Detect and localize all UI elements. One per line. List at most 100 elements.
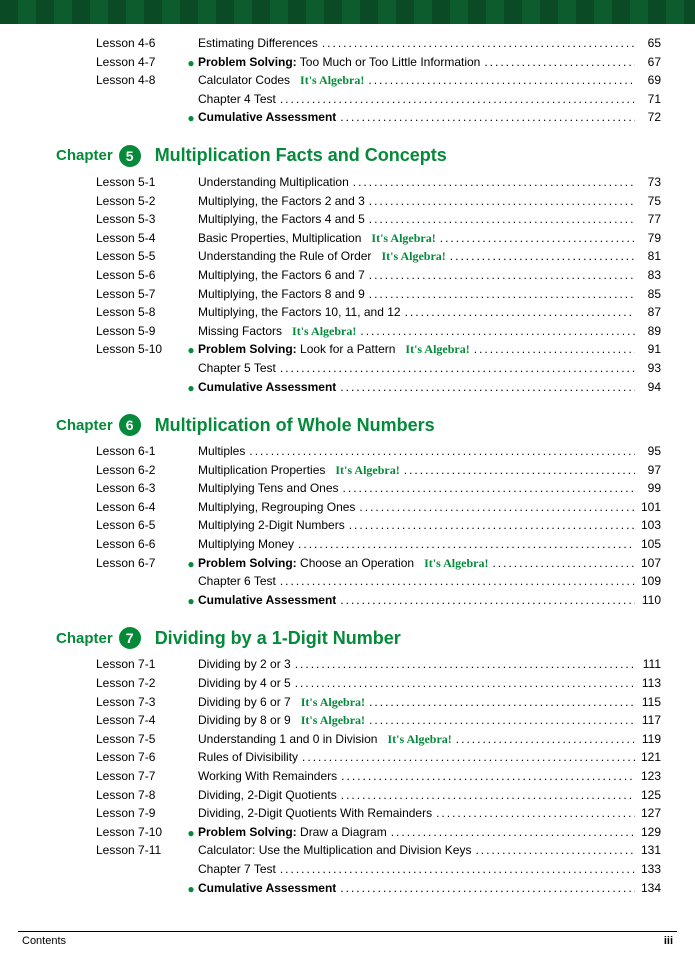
toc-row: Lesson 5-9Missing FactorsIt's Algebra!89 (34, 322, 661, 341)
entry-title: Multiplying Tens and Ones (198, 479, 339, 498)
chapter-section: Chapter 6 Multiplication of Whole Numbers L… (34, 414, 661, 609)
entry-title: Understanding the Rule of OrderIt's Alge… (198, 247, 446, 266)
algebra-tag: It's Algebra! (301, 713, 365, 727)
toc-row: ●Cumulative Assessment72 (34, 108, 661, 127)
page-number: 81 (635, 247, 661, 266)
chapter-number-badge: 6 (119, 414, 141, 436)
chapter-title: Dividing by a 1-Digit Number (155, 628, 401, 649)
page-number: 79 (635, 229, 661, 248)
leader-dots (365, 693, 635, 712)
page-number: 119 (635, 730, 661, 749)
lesson-label: Lesson 7-3 (34, 693, 184, 712)
lesson-label: Lesson 6-4 (34, 498, 184, 517)
page-number: 77 (635, 210, 661, 229)
toc-row: Lesson 7-4Dividing by 8 or 9It's Algebra… (34, 711, 661, 730)
leader-dots (365, 266, 635, 285)
lesson-label: Lesson 5-2 (34, 192, 184, 211)
toc-row: Lesson 5-10●Problem Solving: Look for a … (34, 340, 661, 359)
lesson-label: Lesson 7-6 (34, 748, 184, 767)
leader-dots (446, 247, 635, 266)
toc-row: Lesson 6-6Multiplying Money105 (34, 535, 661, 554)
bullet-icon: ● (184, 344, 198, 356)
leader-dots (345, 516, 635, 535)
entry-title: Multiplication PropertiesIt's Algebra! (198, 461, 400, 480)
chapter-4-continuation: Lesson 4-6Estimating Differences65Lesson… (34, 34, 661, 127)
chapter-heading: Chapter 6 Multiplication of Whole Numbers (56, 414, 661, 436)
leader-dots (276, 860, 635, 879)
page-number: 95 (635, 442, 661, 461)
lesson-label: Lesson 6-2 (34, 461, 184, 480)
entry-title: Calculator: Use the Multiplication and D… (198, 841, 471, 860)
page-number: 75 (635, 192, 661, 211)
chapter-word: Chapter (56, 630, 113, 647)
contents-page: Lesson 4-6Estimating Differences65Lesson… (0, 24, 695, 923)
lesson-label: Lesson 6-5 (34, 516, 184, 535)
entry-title: Dividing by 8 or 9It's Algebra! (198, 711, 365, 730)
algebra-tag: It's Algebra! (292, 324, 356, 338)
lesson-label: Lesson 5-5 (34, 247, 184, 266)
footer-page-number: iii (664, 935, 673, 947)
lesson-label: Lesson 7-2 (34, 674, 184, 693)
toc-row: Lesson 7-7Working With Remainders123 (34, 767, 661, 786)
toc-row: ●Cumulative Assessment110 (34, 591, 661, 610)
algebra-tag: It's Algebra! (381, 249, 445, 263)
entry-title: Calculator CodesIt's Algebra! (198, 71, 364, 90)
chapter-heading: Chapter7Dividing by a 1-Digit Number (56, 627, 661, 649)
page-number: 105 (635, 535, 661, 554)
chapter-word: Chapter (56, 417, 113, 434)
page-number: 123 (635, 767, 661, 786)
leader-dots (276, 572, 635, 591)
bullet-icon: ● (184, 827, 198, 839)
toc-row: Lesson 6-2 Multiplication PropertiesIt's … (34, 461, 661, 480)
entry-title: Problem Solving: Too Much or Too Little … (198, 53, 480, 72)
entry-title: Multiplying Money (198, 535, 294, 554)
toc-row: ●Cumulative Assessment134 (34, 879, 661, 898)
lesson-label: Lesson 4-7 (34, 53, 184, 72)
entry-title: Rules of Divisibility (198, 748, 298, 767)
entry-title: Problem Solving: Draw a Diagram (198, 823, 387, 842)
algebra-tag: It's Algebra! (371, 231, 435, 245)
entry-title: Problem Solving: Look for a PatternIt's … (198, 340, 470, 359)
page-number: 107 (635, 554, 661, 573)
chapter-title: Multiplication of Whole Numbers (155, 415, 435, 436)
entry-title: Multiplying, the Factors 4 and 5 (198, 210, 365, 229)
algebra-tag: It's Algebra! (335, 463, 399, 477)
entry-title: Cumulative Assessment (198, 108, 336, 127)
entry-title: Chapter 5 Test (198, 359, 276, 378)
toc-row: Lesson 6-1Multiples95 (34, 442, 661, 461)
page-number: 134 (635, 879, 661, 898)
lesson-label: Lesson 7-9 (34, 804, 184, 823)
entry-title: Dividing by 6 or 7It's Algebra! (198, 693, 365, 712)
leader-dots (365, 210, 635, 229)
lesson-label: Lesson 6-3 (34, 479, 184, 498)
leader-dots (336, 378, 635, 397)
leader-dots (480, 53, 635, 72)
leader-dots (276, 90, 635, 109)
leader-dots (432, 804, 635, 823)
page-number: 67 (635, 53, 661, 72)
page-number: 121 (635, 748, 661, 767)
entry-title: Estimating Differences (198, 34, 318, 53)
leader-dots (339, 479, 635, 498)
entry-title: Multiplying, the Factors 2 and 3 (198, 192, 365, 211)
entry-title: Chapter 6 Test (198, 572, 276, 591)
toc-row: Lesson 5-8Multiplying, the Factors 10, 1… (34, 303, 661, 322)
lesson-label: Lesson 4-8 (34, 71, 184, 90)
toc-row: Lesson 7-5Understanding 1 and 0 in Divis… (34, 730, 661, 749)
page-number: 109 (635, 572, 661, 591)
leader-dots (452, 730, 635, 749)
lesson-label: Lesson 7-1 (34, 655, 184, 674)
entry-title: Dividing, 2-Digit Quotients (198, 786, 337, 805)
leader-dots (291, 655, 635, 674)
toc-row: Lesson 6-7●Problem Solving: Choose an Op… (34, 554, 661, 573)
entry-title: Understanding 1 and 0 in DivisionIt's Al… (198, 730, 452, 749)
leader-dots (294, 535, 635, 554)
toc-row: Lesson 6-5Multiplying 2-Digit Numbers103 (34, 516, 661, 535)
leader-dots (356, 322, 635, 341)
entry-title: Understanding Multiplication (198, 173, 349, 192)
lesson-label: Lesson 6-7 (34, 554, 184, 573)
leader-dots (365, 192, 635, 211)
lesson-label: Lesson 7-11 (34, 841, 184, 860)
leader-dots (387, 823, 635, 842)
page-number: 111 (635, 655, 661, 674)
